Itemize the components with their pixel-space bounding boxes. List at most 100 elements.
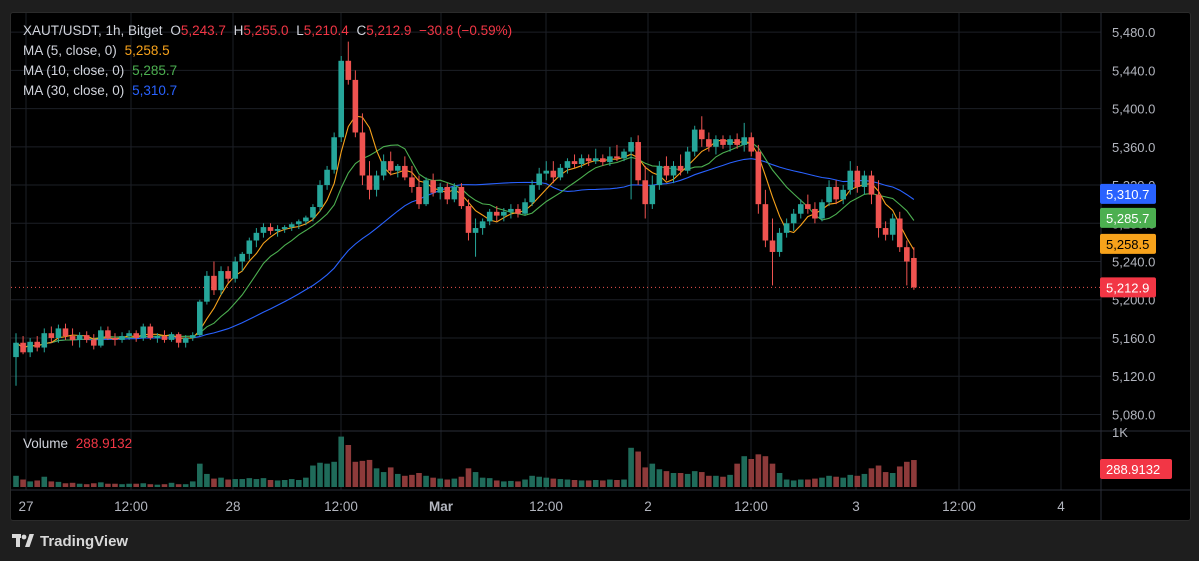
- candle-body: [493, 211, 500, 216]
- volume-bar: [281, 480, 288, 487]
- volume-bar: [607, 479, 613, 487]
- ma30-legend[interactable]: MA (30, close, 0) 5,310.7: [23, 83, 181, 98]
- volume-bar: [48, 481, 55, 487]
- ma10-legend[interactable]: MA (10, close, 0) 5,285.7: [23, 63, 181, 78]
- chart-canvas[interactable]: 5,480.05,440.05,400.05,360.05,320.05,280…: [11, 13, 1190, 520]
- high-label: H: [233, 23, 244, 38]
- volume-bar: [904, 461, 910, 487]
- volume-bar: [741, 456, 748, 487]
- candle-body: [854, 170, 861, 187]
- candle-body: [578, 158, 585, 165]
- price-tick-label: 5,120.0: [1112, 369, 1155, 384]
- volume-bar: [713, 475, 719, 487]
- volume-bar: [55, 481, 62, 487]
- candle-body: [366, 175, 373, 190]
- volume-bar: [451, 478, 458, 487]
- volume-legend[interactable]: Volume 288.9132: [23, 436, 136, 451]
- price-tick-label: 5,400.0: [1112, 102, 1155, 117]
- volume-bar: [267, 480, 274, 487]
- candle-body: [642, 180, 649, 205]
- ma5-label: MA (5, close, 0): [23, 43, 117, 58]
- volume-bar: [621, 479, 627, 487]
- chart-panel[interactable]: 5,480.05,440.05,400.05,360.05,320.05,280…: [10, 12, 1191, 521]
- volume-bar: [380, 472, 387, 487]
- ohlc-legend: XAUT/USDT, 1h, Bitget O5,243.7 H5,255.0 …: [23, 23, 516, 38]
- volume-bar: [592, 480, 599, 487]
- volume-bar: [444, 479, 451, 487]
- volume-bar: [232, 479, 238, 487]
- candle-body: [529, 185, 535, 203]
- volume-bar: [175, 484, 182, 487]
- time-tick-label: 3: [852, 499, 860, 514]
- volume-bar: [154, 484, 161, 487]
- volume-bar: [882, 472, 889, 487]
- volume-bar: [911, 460, 917, 487]
- time-tick-label: 12:00: [324, 499, 358, 514]
- volume-bar: [727, 474, 733, 487]
- candle-body: [797, 204, 804, 214]
- candle-body: [472, 228, 479, 233]
- volume-bar: [861, 473, 868, 487]
- candle-body: [260, 227, 267, 233]
- candle-body: [592, 158, 599, 162]
- candle-body: [168, 334, 175, 340]
- volume-bar: [797, 479, 804, 487]
- candle-body: [451, 186, 458, 200]
- symbol-label[interactable]: XAUT/USDT, 1h, Bitget: [23, 23, 163, 38]
- candle-body: [600, 158, 606, 163]
- volume-bar: [826, 475, 832, 487]
- candle-body: [805, 204, 811, 209]
- candle-body: [896, 218, 903, 248]
- ma10-value: 5,285.7: [132, 63, 178, 78]
- volume-bar: [734, 463, 740, 487]
- candle-body: [345, 60, 352, 80]
- candle-body: [402, 165, 408, 178]
- time-tick-label: 2: [644, 499, 652, 514]
- volume-bar: [649, 463, 656, 487]
- volume-bar: [253, 479, 260, 487]
- volume-bar: [508, 480, 514, 487]
- volume-bar: [706, 475, 712, 487]
- volume-bar: [296, 480, 302, 487]
- ma5-legend[interactable]: MA (5, close, 0) 5,258.5: [23, 43, 174, 58]
- candle-body: [790, 213, 797, 224]
- candle-body: [868, 175, 875, 195]
- volume-bar: [720, 476, 726, 487]
- price-tag-ma5: [1100, 233, 1156, 254]
- volume-bar: [833, 476, 839, 487]
- candle-body: [875, 194, 882, 229]
- candle-body: [274, 229, 281, 231]
- candle-body: [13, 342, 19, 358]
- volume-bar: [847, 474, 854, 487]
- candle-body: [501, 211, 507, 216]
- time-tick-label: 12:00: [114, 499, 148, 514]
- time-tick-label: 12:00: [734, 499, 768, 514]
- candle-body: [458, 186, 465, 207]
- ma30-value: 5,310.7: [132, 83, 178, 98]
- volume-bar: [550, 478, 557, 487]
- candle-body: [175, 334, 182, 343]
- candle-body: [98, 330, 104, 346]
- candle-body: [105, 330, 111, 338]
- candle-body: [182, 337, 189, 343]
- candle-body: [48, 333, 55, 338]
- volume-bar: [486, 478, 493, 487]
- footer-brand[interactable]: TradingView: [12, 530, 128, 552]
- volume-bar: [854, 475, 861, 487]
- candle-body: [218, 271, 224, 291]
- candle-body: [614, 156, 620, 159]
- candle-body: [621, 151, 627, 159]
- candle-body: [112, 337, 118, 340]
- volume-bar: [140, 483, 147, 487]
- candle-body: [90, 339, 97, 346]
- candle-body: [239, 253, 246, 262]
- candle-body: [727, 139, 733, 145]
- price-tick-label: 5,080.0: [1112, 407, 1155, 422]
- candle-body: [663, 165, 670, 176]
- price-tick-label: 5,440.0: [1112, 63, 1155, 78]
- candle-body: [706, 139, 712, 147]
- volume-bar: [246, 478, 253, 487]
- price-tag-label-volume: 288.9132: [1106, 462, 1160, 477]
- candle-body: [34, 341, 41, 348]
- candle-body: [536, 173, 542, 186]
